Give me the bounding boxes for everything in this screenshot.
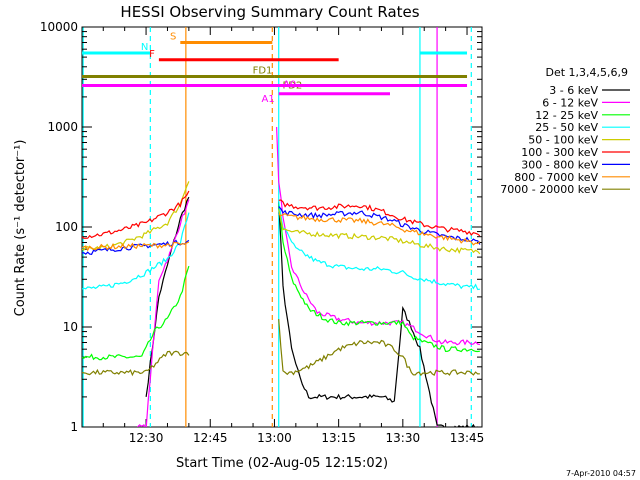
x-tick-label-5: 13:45 — [450, 431, 485, 445]
series-line-5-0 — [82, 190, 190, 239]
state-bar-label-0: N — [141, 42, 148, 53]
state-bar-label-2: S — [170, 31, 176, 42]
y-tick-label-1: 10 — [63, 320, 78, 334]
x-tick-label-0: 12:30 — [129, 431, 164, 445]
series-line-8-0 — [82, 350, 190, 377]
series-line-0-0 — [145, 196, 190, 397]
series-line-5-1 — [278, 199, 481, 237]
series-line-6-0 — [82, 239, 190, 255]
legend-label-0: 3 - 6 keV — [549, 84, 598, 97]
series-line-2-1 — [278, 203, 480, 353]
series-line-7-0 — [82, 241, 190, 252]
legend-title: Det 1,3,4,5,6,9 — [545, 66, 628, 79]
legend-label-2: 12 - 25 keV — [535, 109, 598, 122]
legend-label-7: 800 - 7000 keV — [514, 171, 598, 184]
series-line-1-0 — [137, 199, 190, 427]
x-tick-label-4: 13:30 — [386, 431, 421, 445]
series-line-2-0 — [82, 265, 190, 361]
x-tick-label-1: 12:45 — [193, 431, 228, 445]
state-bar-label-3: F — [149, 49, 155, 60]
x-axis-label: Start Time (02-Aug-05 12:15:02) — [176, 456, 388, 471]
y-tick-label-0: 1 — [70, 420, 78, 434]
state-bar-label-4: FD1 — [253, 65, 273, 76]
x-tick-label-3: 13:15 — [321, 431, 356, 445]
x-tick-label-2: 13:00 — [257, 431, 292, 445]
series-line-0-1 — [278, 201, 479, 427]
legend-label-8: 7000 - 20000 keV — [500, 183, 598, 196]
state-bar-label-6: A0 — [283, 80, 296, 91]
y-axis-label: Count Rate (s⁻¹ detector⁻¹) — [13, 140, 28, 317]
state-bar-label-7: A1 — [262, 94, 275, 105]
series-line-7-1 — [278, 213, 481, 246]
y-tick-label-4: 10000 — [40, 20, 78, 34]
chart-title: HESSI Observing Summary Count Rates — [120, 3, 419, 21]
legend-label-5: 100 - 300 keV — [521, 146, 598, 159]
series-line-4-0 — [82, 181, 190, 251]
plot-layer: 12:30 12:45 13:00 13:15 13:30 13:45 1 10 100 1000… — [40, 20, 485, 445]
series-line-3-1 — [278, 201, 480, 291]
y-tick-label-2: 100 — [55, 220, 78, 234]
timestamp: 7-Apr-2010 04:57 — [566, 469, 636, 478]
series-line-4-1 — [278, 209, 481, 255]
series-line-8-1 — [278, 319, 480, 377]
series-line-3-0 — [82, 212, 190, 290]
legend-label-1: 6 - 12 keV — [542, 96, 598, 109]
y-tick-label-3: 1000 — [47, 120, 78, 134]
legend-label-3: 25 - 50 keV — [535, 121, 598, 134]
legend-label-6: 300 - 800 keV — [521, 158, 598, 171]
series-line-1-1 — [276, 126, 481, 346]
legend-label-4: 50 - 100 keV — [528, 134, 598, 147]
